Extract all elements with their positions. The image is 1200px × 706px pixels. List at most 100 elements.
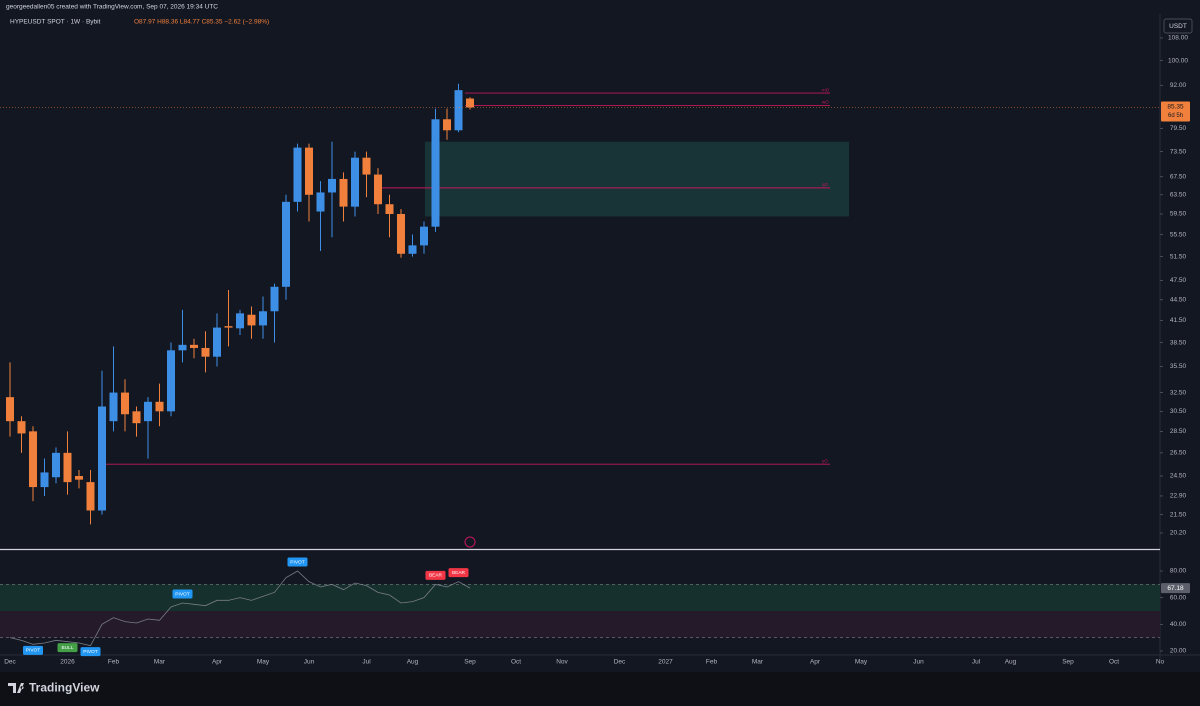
x-tick-label: Oct bbox=[1109, 659, 1119, 666]
x-tick-label: Aug bbox=[407, 659, 419, 666]
signal-box bbox=[80, 647, 101, 657]
signal-box bbox=[23, 645, 43, 655]
level-label: mO bbox=[822, 87, 830, 92]
candle-body bbox=[6, 397, 14, 422]
last-price-box bbox=[1161, 101, 1190, 122]
candle-body bbox=[362, 157, 371, 175]
x-tick-label: Jul bbox=[972, 659, 981, 666]
candle-body bbox=[167, 350, 175, 412]
y-tick-label: 59.50 bbox=[1170, 211, 1187, 218]
x-tick-label: Jul bbox=[362, 659, 371, 666]
y-tick-label: 92.00 bbox=[1170, 82, 1187, 89]
event-icon[interactable] bbox=[464, 536, 476, 548]
candle-body bbox=[259, 311, 267, 326]
x-tick-label: Apr bbox=[212, 659, 223, 666]
level-label: wO bbox=[822, 100, 829, 105]
signal-box bbox=[57, 643, 78, 653]
x-tick-label: Feb bbox=[706, 659, 718, 666]
candle-body bbox=[121, 392, 129, 415]
signal-label: PIVOT bbox=[290, 559, 304, 565]
credit: georgeedallen05 created with TradingView… bbox=[6, 4, 218, 11]
candle-body bbox=[351, 157, 359, 207]
candle-body bbox=[454, 90, 463, 131]
x-tick-label: Jun bbox=[913, 659, 924, 666]
y-tick-label: 60.00 bbox=[1170, 594, 1187, 601]
candle-body bbox=[247, 314, 256, 326]
signal-box bbox=[425, 570, 446, 580]
x-tick-label: Jun bbox=[304, 659, 315, 666]
x-tick-label: 2027 bbox=[658, 659, 673, 666]
footer bbox=[0, 672, 1200, 706]
band bbox=[0, 611, 1160, 638]
candle-body bbox=[155, 401, 164, 412]
signal-label: PIVOT bbox=[83, 649, 97, 655]
signal-label: PIVOT bbox=[26, 648, 40, 654]
candle-body bbox=[443, 119, 451, 131]
candle-body bbox=[224, 326, 233, 328]
y-tick-label: 67.50 bbox=[1170, 173, 1187, 180]
candle-body bbox=[339, 178, 348, 207]
band bbox=[0, 584, 1160, 611]
candle-body bbox=[305, 147, 313, 195]
symbol: HYPEUSDT SPOT · 1W · Bybit bbox=[10, 19, 101, 26]
y-tick-label: 51.50 bbox=[1170, 253, 1187, 260]
candle-body bbox=[270, 286, 279, 312]
candle-body bbox=[385, 204, 394, 214]
candle-body bbox=[420, 226, 428, 246]
x-tick-label: No bbox=[1156, 659, 1165, 666]
x-tick-label: Mar bbox=[752, 659, 764, 666]
candle-body bbox=[431, 119, 440, 227]
x-tick-label: Mar bbox=[154, 659, 166, 666]
currency-box bbox=[1163, 18, 1193, 34]
level-label: qO bbox=[822, 182, 829, 187]
y-tick-label: 20.00 bbox=[1170, 648, 1187, 655]
candle-body bbox=[29, 431, 37, 488]
indicator-line bbox=[9, 570, 471, 647]
y-tick-label: 44.50 bbox=[1170, 296, 1187, 303]
x-tick-label: 2026 bbox=[60, 659, 75, 666]
x-tick-label: Feb bbox=[108, 659, 120, 666]
countdown: 6d 5h bbox=[1168, 113, 1183, 119]
candle-body bbox=[213, 327, 221, 357]
ohlc: O87.97 H88.36 L84.77 C85.35 −2.62 (−2.98… bbox=[134, 19, 269, 26]
candle-body bbox=[109, 392, 118, 422]
y-tick-label: 32.50 bbox=[1170, 389, 1187, 396]
candle-body bbox=[236, 313, 244, 329]
x-tick-label: Dec bbox=[4, 659, 16, 666]
y-tick-label: 47.50 bbox=[1170, 277, 1187, 284]
x-tick-label: Sep bbox=[1062, 659, 1074, 666]
candle-body bbox=[282, 201, 290, 287]
logo: TradingView bbox=[29, 681, 100, 695]
x-tick-label: May bbox=[855, 659, 868, 666]
y-tick-label: 79.50 bbox=[1170, 125, 1187, 132]
candle-body bbox=[178, 344, 187, 351]
candle-body bbox=[132, 411, 141, 424]
candle-body bbox=[201, 347, 210, 357]
candle-body bbox=[17, 421, 26, 434]
signal-label: BEAR bbox=[452, 570, 466, 576]
zone bbox=[425, 141, 849, 217]
last-price: 85.35 bbox=[1167, 104, 1184, 111]
level-label: yO bbox=[822, 458, 828, 463]
candle-body bbox=[144, 401, 152, 422]
x-tick-label: Oct bbox=[511, 659, 521, 666]
logo-group: TradingView bbox=[8, 681, 100, 695]
candle-body bbox=[408, 245, 417, 254]
y-tick-label: 21.50 bbox=[1170, 511, 1187, 518]
x-tick-label: Sep bbox=[464, 659, 476, 666]
signal-box bbox=[172, 589, 193, 599]
candle-body bbox=[316, 192, 325, 212]
candle-body bbox=[293, 147, 302, 202]
y-tick-label: 108.00 bbox=[1168, 35, 1188, 42]
y-tick-label: 20.20 bbox=[1170, 530, 1187, 537]
signal-label: BEAR bbox=[429, 573, 443, 579]
y-tick-label: 35.50 bbox=[1170, 363, 1187, 370]
candle-body bbox=[52, 452, 60, 478]
x-tick-label: Dec bbox=[614, 659, 626, 666]
background bbox=[0, 0, 1200, 672]
candle-body bbox=[63, 452, 72, 483]
candle-body bbox=[86, 482, 95, 511]
y-tick-label: 73.50 bbox=[1170, 148, 1187, 155]
x-tick-label: Apr bbox=[810, 659, 821, 666]
